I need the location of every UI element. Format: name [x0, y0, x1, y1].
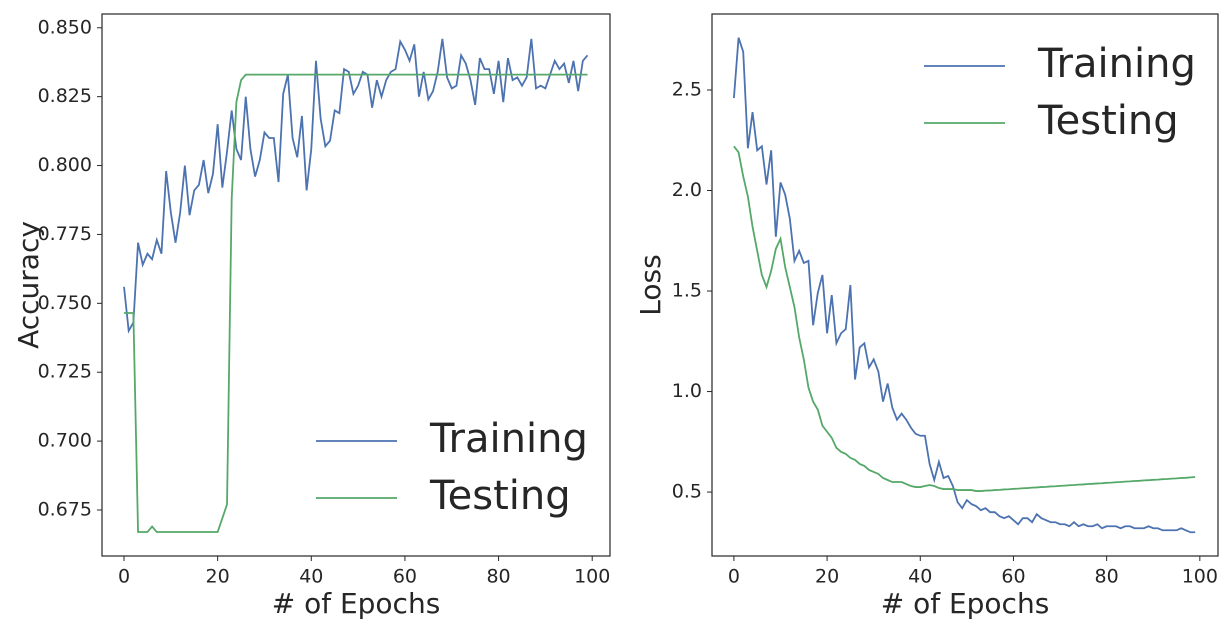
y-tick-label: 0.5 — [672, 481, 702, 503]
x-tick-label: 100 — [574, 566, 610, 588]
x-tick-label: 40 — [908, 566, 932, 588]
legend-label: Training — [1037, 41, 1196, 87]
y-tick-label: 1.0 — [672, 380, 702, 402]
line-series — [733, 145, 1196, 492]
x-tick-label: 0 — [118, 566, 130, 588]
y-tick-label: 2.5 — [672, 78, 702, 100]
x-tick-label: 60 — [1001, 566, 1025, 588]
plot-frame — [711, 13, 1219, 557]
x-tick-label: 80 — [1095, 566, 1119, 588]
y-tick-label: 0.725 — [38, 361, 92, 383]
x-tick-label: 60 — [393, 566, 417, 588]
x-tick-label: 20 — [815, 566, 839, 588]
y-tick-label: 0.775 — [38, 223, 92, 245]
x-tick-label: 0 — [728, 566, 740, 588]
y-tick-label: 0.675 — [38, 498, 92, 520]
y-tick-label: 0.825 — [38, 85, 92, 107]
x-tick-label: 80 — [486, 566, 510, 588]
x-axis-label: # of Epochs — [272, 587, 441, 620]
x-tick-label: 20 — [206, 566, 230, 588]
line-series — [123, 38, 589, 334]
plot-frame — [101, 13, 611, 557]
y-axis-label: Loss — [634, 254, 667, 315]
y-tick-label: 2.0 — [672, 179, 702, 201]
y-tick-label: 0.700 — [38, 430, 92, 452]
legend-label: Testing — [429, 473, 571, 519]
line-series — [124, 73, 588, 533]
x-tick-label: 40 — [299, 566, 323, 588]
y-axis-label: Accuracy — [12, 221, 45, 349]
x-tick-label: 100 — [1182, 566, 1218, 588]
legend-label: Training — [429, 416, 588, 462]
y-tick-label: 0.800 — [38, 154, 92, 176]
y-tick-label: 0.750 — [38, 292, 92, 314]
line-series — [733, 37, 1196, 534]
x-axis-label: # of Epochs — [881, 587, 1050, 620]
y-tick-label: 1.5 — [672, 280, 702, 302]
y-tick-label: 0.850 — [38, 16, 92, 38]
legend-label: Testing — [1037, 98, 1179, 144]
